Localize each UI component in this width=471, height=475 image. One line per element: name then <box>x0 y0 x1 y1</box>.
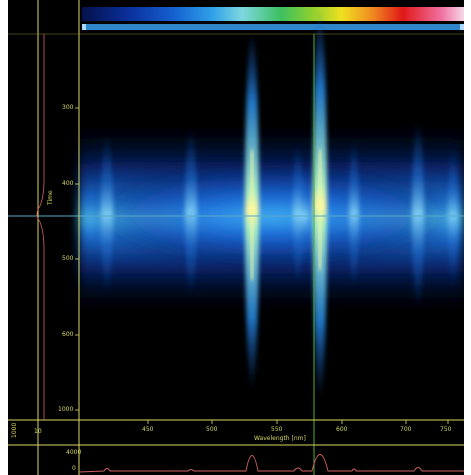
spectrogram-panel: 300 400 500 600 1000 Time 450 500 550 60… <box>8 0 464 475</box>
x-tick-label: 700 <box>400 426 412 433</box>
x-tick-label: 450 <box>142 426 154 433</box>
y-tick-label: 1000 <box>58 406 74 413</box>
y-tick-label: 500 <box>62 255 74 262</box>
left-profile-scale-label: 1000 <box>11 422 18 438</box>
x-axis-title: Wavelength [nm] <box>254 435 306 442</box>
y-axis-title: Time <box>47 190 54 205</box>
x-tick-label: 550 <box>271 426 283 433</box>
bottom-profile-tick-label: 0 <box>72 465 76 472</box>
color-scale-bar <box>82 7 464 21</box>
y-tick-label: 300 <box>62 104 74 111</box>
x-axis-ticks <box>147 420 449 424</box>
color-range-slider[interactable] <box>82 24 464 30</box>
x-tick-label: 600 <box>336 426 348 433</box>
left-profile-tick-label: 10 <box>34 428 42 435</box>
y-tick-label: 600 <box>62 331 74 338</box>
x-tick-label: 500 <box>206 426 218 433</box>
y-axis-ticks <box>75 107 79 411</box>
color-range-max-handle[interactable] <box>460 24 464 30</box>
spectrogram-image <box>79 10 464 420</box>
bottom-spectrum-profile <box>78 454 464 473</box>
axis-frame <box>8 0 464 475</box>
x-tick-label: 750 <box>440 426 452 433</box>
y-tick-label: 400 <box>62 180 74 187</box>
spectrogram-svg[interactable] <box>8 0 464 475</box>
left-time-profile <box>36 34 45 420</box>
color-range-min-handle[interactable] <box>82 24 86 30</box>
bottom-profile-tick-label: 4000 <box>66 449 82 456</box>
